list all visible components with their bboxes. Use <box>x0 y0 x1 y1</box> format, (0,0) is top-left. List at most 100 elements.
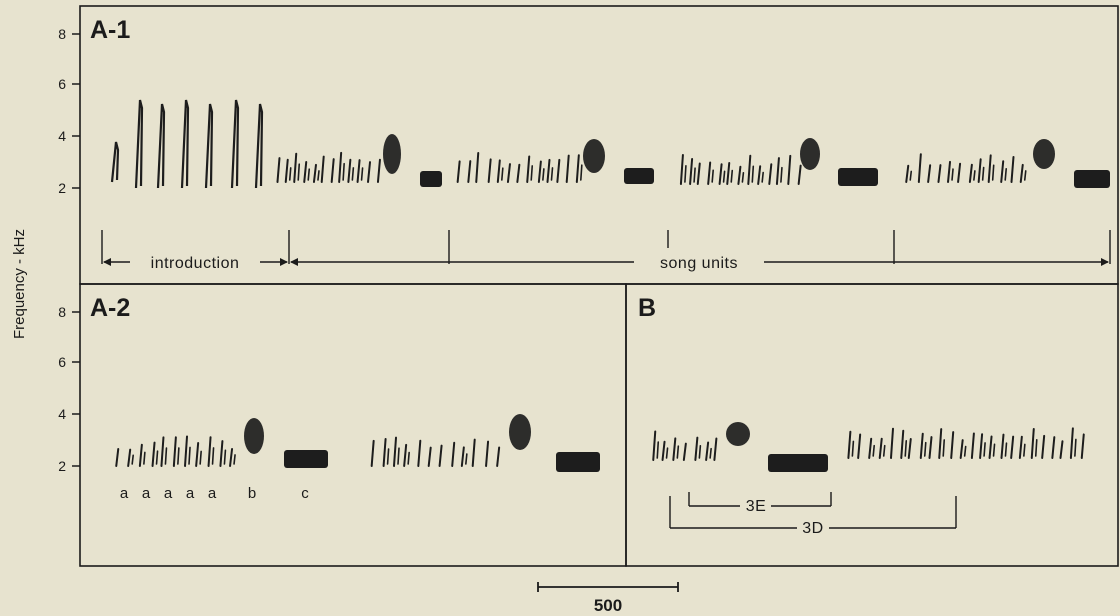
note-mark <box>496 159 501 183</box>
note-mark <box>761 171 764 183</box>
note-mark <box>718 163 723 185</box>
panel-b-frame <box>625 283 1119 567</box>
note-mark <box>652 430 657 461</box>
note-mark <box>747 154 752 185</box>
note-mark <box>155 450 159 465</box>
note-mark <box>970 432 975 459</box>
note-mark <box>317 170 320 181</box>
note-mark <box>526 155 531 183</box>
note-mark <box>847 430 852 459</box>
note-mark <box>565 154 570 183</box>
intro-note <box>230 99 240 189</box>
y-axis-a2 <box>72 311 80 467</box>
note-mark <box>878 437 883 459</box>
y-tick-8-a2: 8 <box>58 304 66 320</box>
bracket-3e <box>688 492 832 507</box>
note-mark <box>1010 435 1015 459</box>
note-mark <box>947 160 952 183</box>
intro-note <box>156 103 166 189</box>
note-mark <box>312 163 317 183</box>
note-mark <box>177 447 180 465</box>
y-tick-4-a1: 4 <box>58 128 66 144</box>
note-mark <box>963 445 967 457</box>
note-mark <box>987 154 992 183</box>
note-mark <box>438 444 443 467</box>
note-mark <box>1059 440 1064 459</box>
note-mark <box>219 440 224 467</box>
note-mark <box>184 435 189 467</box>
scale-bar <box>537 582 679 592</box>
note-mark <box>672 437 677 461</box>
note-mark <box>199 450 202 465</box>
note-mark <box>698 444 702 459</box>
note-mark <box>115 448 120 467</box>
note-mark <box>983 442 986 457</box>
note-mark <box>342 162 345 181</box>
song-flourish <box>800 138 820 170</box>
bracket-3d <box>669 496 957 529</box>
note-mark <box>937 164 942 183</box>
song-flourish <box>244 418 264 454</box>
y-axis-a1 <box>72 33 80 189</box>
panel-a2-label: A-2 <box>90 294 130 322</box>
spectrogram-a2 <box>115 414 600 472</box>
note-letter-a2: a <box>142 485 151 502</box>
note-mark <box>451 441 456 467</box>
note-mark <box>904 440 908 457</box>
note-mark <box>207 436 212 467</box>
note-mark <box>307 168 311 181</box>
buzz-note <box>556 452 600 472</box>
note-mark <box>923 441 927 457</box>
note-mark <box>857 433 862 459</box>
note-mark <box>467 160 472 183</box>
note-mark <box>487 158 492 183</box>
note-mark <box>293 152 298 183</box>
note-mark <box>684 165 687 183</box>
song-flourish <box>509 414 531 450</box>
note-mark <box>957 162 962 183</box>
y-tick-8-a1: 8 <box>58 26 66 42</box>
note-mark <box>694 436 699 461</box>
note-mark <box>351 167 355 181</box>
note-mark <box>661 440 666 461</box>
note-mark <box>164 447 168 465</box>
note-mark <box>693 167 696 183</box>
note-mark <box>360 167 364 181</box>
note-mark <box>386 448 390 465</box>
note-mark <box>950 431 955 459</box>
note-mark <box>919 432 924 459</box>
note-mark <box>330 158 335 183</box>
note-mark <box>1023 170 1027 181</box>
note-mark <box>320 155 325 183</box>
note-mark <box>417 439 422 467</box>
note-mark <box>889 427 894 459</box>
note-mark <box>751 165 755 183</box>
note-mark <box>775 157 780 185</box>
note-mark <box>131 454 134 465</box>
note-mark <box>1069 427 1074 459</box>
buzz-note <box>768 454 828 472</box>
note-mark <box>1004 442 1008 457</box>
song-flourish <box>383 134 401 174</box>
panel-b-label: B <box>638 294 656 322</box>
note-mark <box>707 161 712 185</box>
note-mark <box>676 445 680 459</box>
y-tick-4-a2: 4 <box>58 406 66 422</box>
note-mark <box>682 442 687 461</box>
panel-a2-frame <box>79 283 627 567</box>
note-mark <box>705 441 710 461</box>
note-mark <box>356 159 361 183</box>
note-mark <box>730 169 734 183</box>
note-mark <box>959 439 964 459</box>
note-mark <box>303 161 308 183</box>
note-mark <box>276 157 281 183</box>
note-mark <box>542 168 545 181</box>
note-mark <box>968 163 973 183</box>
note-mark <box>403 443 408 467</box>
note-mark <box>376 158 381 183</box>
note-mark <box>537 160 542 183</box>
note-mark <box>679 154 684 185</box>
note-mark <box>172 436 177 467</box>
note-letter-a5: a <box>208 485 217 502</box>
